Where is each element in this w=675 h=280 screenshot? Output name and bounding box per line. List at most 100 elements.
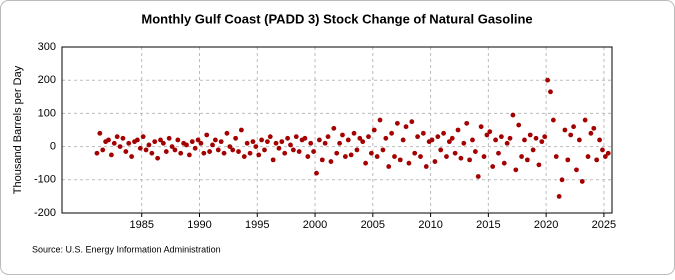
- point: [117, 144, 123, 150]
- point: [184, 142, 189, 148]
- point: [602, 154, 608, 159]
- point: [308, 140, 314, 146]
- point: [597, 137, 602, 143]
- x-tick-label: 2010: [418, 219, 442, 231]
- point: [412, 150, 418, 156]
- point: [429, 137, 435, 143]
- point: [273, 140, 279, 146]
- point: [394, 120, 400, 126]
- point: [126, 140, 132, 146]
- y-axis-label: Thousand Barrels per Day: [12, 65, 24, 194]
- point: [250, 139, 256, 145]
- point: [484, 132, 490, 138]
- point: [548, 89, 553, 95]
- point: [368, 150, 374, 156]
- point: [276, 145, 282, 151]
- point: [267, 134, 273, 140]
- point: [160, 140, 166, 146]
- point: [568, 132, 574, 138]
- point: [314, 170, 319, 176]
- point: [536, 162, 542, 168]
- point: [354, 147, 360, 153]
- point: [163, 149, 169, 154]
- chart-title: Monthly Gulf Coast (PADD 3) Stock Change…: [141, 11, 532, 26]
- point: [481, 154, 487, 159]
- point: [467, 157, 472, 163]
- point: [129, 154, 135, 159]
- point: [241, 154, 247, 159]
- point: [472, 149, 478, 154]
- point: [178, 150, 184, 156]
- point: [285, 135, 291, 141]
- point: [224, 130, 230, 136]
- point: [438, 147, 444, 153]
- point: [221, 150, 227, 156]
- point: [542, 134, 548, 140]
- point: [582, 117, 588, 123]
- y-tick-label: -100: [34, 174, 56, 186]
- y-tick-label: 300: [38, 41, 56, 53]
- point: [123, 149, 129, 154]
- point: [345, 137, 351, 143]
- point: [302, 135, 308, 141]
- point: [166, 135, 172, 141]
- point: [409, 119, 415, 125]
- point: [172, 147, 178, 153]
- point: [386, 164, 392, 169]
- point: [539, 139, 545, 145]
- point: [363, 160, 368, 166]
- point: [490, 164, 496, 169]
- point: [169, 144, 175, 150]
- point: [204, 132, 210, 138]
- point: [400, 137, 406, 143]
- point: [348, 152, 354, 158]
- y-tick-label: -200: [34, 207, 56, 219]
- point: [143, 147, 149, 153]
- point: [244, 140, 250, 146]
- point: [380, 147, 386, 153]
- plot-border: [61, 46, 613, 214]
- point: [322, 140, 328, 146]
- point: [533, 135, 539, 141]
- point: [452, 150, 458, 156]
- x-tick-label: 2000: [303, 219, 327, 231]
- x-tick-label: 1995: [245, 219, 269, 231]
- point: [189, 139, 195, 145]
- y-tick-label: 100: [38, 107, 56, 119]
- point: [464, 120, 470, 126]
- source: Source: U.S. Energy Information Administ…: [32, 244, 221, 254]
- point: [556, 194, 562, 199]
- point: [282, 150, 288, 156]
- point: [94, 150, 100, 156]
- point: [340, 132, 345, 138]
- point: [565, 157, 571, 163]
- point: [331, 125, 337, 131]
- point: [441, 130, 446, 136]
- point: [455, 127, 461, 133]
- point: [366, 134, 371, 140]
- point: [574, 167, 579, 173]
- point: [571, 124, 576, 130]
- point: [233, 135, 239, 141]
- point: [522, 137, 527, 143]
- point: [510, 112, 516, 118]
- point: [97, 130, 103, 136]
- point: [195, 137, 201, 143]
- point: [270, 157, 276, 163]
- point: [371, 127, 377, 133]
- point: [238, 127, 244, 133]
- point: [140, 134, 146, 140]
- point: [403, 124, 409, 130]
- x-tick-label: 1985: [129, 219, 153, 231]
- point: [397, 157, 403, 163]
- point: [290, 147, 296, 153]
- point: [186, 152, 192, 158]
- point: [418, 154, 423, 159]
- point: [594, 157, 600, 163]
- point: [579, 179, 585, 184]
- point: [337, 140, 342, 146]
- point: [357, 135, 363, 141]
- point: [493, 137, 498, 143]
- point: [155, 155, 161, 161]
